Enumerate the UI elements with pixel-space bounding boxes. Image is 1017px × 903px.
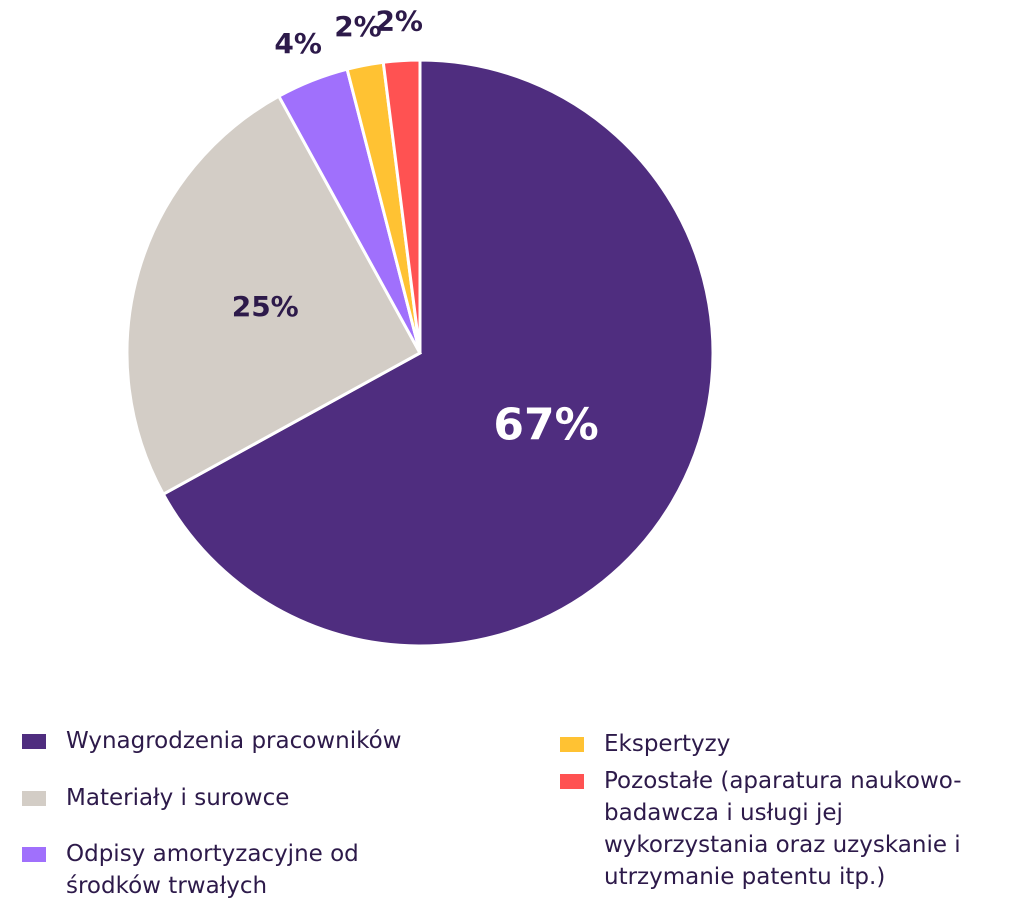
legend-swatch <box>22 847 46 862</box>
data-label: 25% <box>232 290 299 323</box>
legend-item: Ekspertyzy <box>560 728 1000 760</box>
legend-label: Odpisy amortyzacyjne od środków trwałych <box>66 841 359 899</box>
data-label: 67% <box>493 400 598 451</box>
legend-item: Pozostałe (aparatura naukowo-badawcza i … <box>560 765 980 893</box>
data-label: 4% <box>274 27 322 60</box>
legend-item: Odpisy amortyzacyjne od środków trwałych <box>22 838 422 902</box>
data-label: 2% <box>375 5 423 38</box>
legend-swatch <box>560 774 584 789</box>
legend-item: Materiały i surowce <box>22 782 422 814</box>
pie-slice <box>125 94 423 497</box>
legend-label: Pozostałe (aparatura naukowo-badawcza i … <box>604 768 962 890</box>
legend-label: Ekspertyzy <box>604 731 731 757</box>
legend-item: Wynagrodzenia pracowników <box>22 725 422 757</box>
legend-swatch <box>22 734 46 749</box>
legend-label: Materiały i surowce <box>66 785 290 811</box>
chart: 67% 25% 4% 2%2% <box>125 5 715 648</box>
legend-label: Wynagrodzenia pracowników <box>66 728 402 754</box>
pie-slice <box>161 58 715 648</box>
legend-swatch <box>560 737 584 752</box>
legend-swatch <box>22 791 46 806</box>
data-label: 2% <box>334 10 382 43</box>
pie-slice <box>381 58 422 354</box>
